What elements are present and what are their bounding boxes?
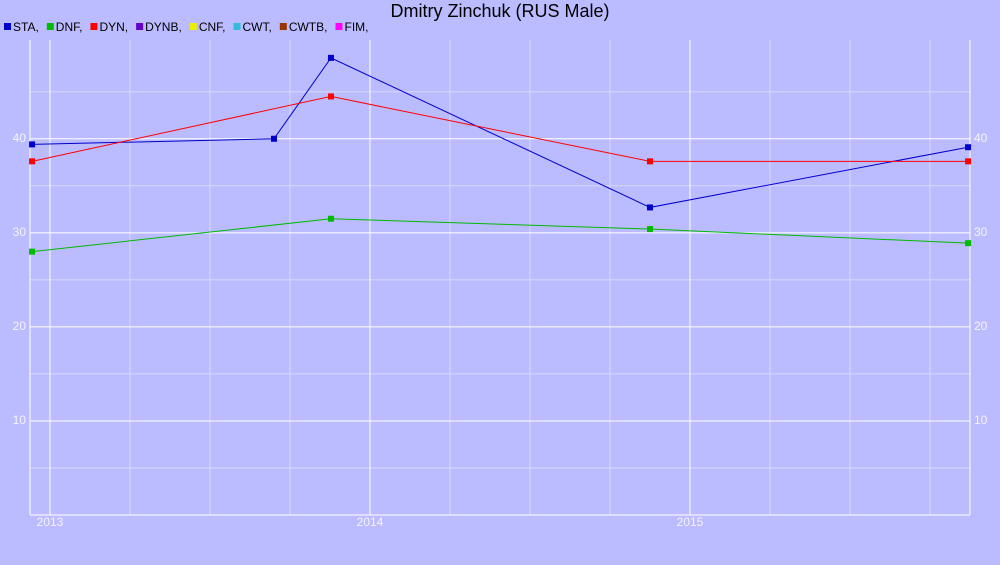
legend-label: FIM,	[344, 20, 368, 34]
data-point	[29, 158, 36, 165]
legend-label: DYN,	[99, 20, 128, 34]
legend-swatch	[46, 23, 54, 30]
data-point	[327, 93, 334, 100]
data-point	[29, 141, 36, 148]
legend-label: DYNB,	[145, 20, 182, 34]
legend-swatch	[279, 23, 287, 30]
series-line	[32, 57, 969, 208]
y2-tick-label: 40	[974, 131, 988, 145]
y-tick-label: 10	[13, 413, 27, 427]
y2-tick-label: 30	[974, 225, 988, 239]
legend-label: CWTB,	[289, 20, 328, 34]
data-point	[965, 158, 972, 165]
y2-tick-label: 20	[974, 319, 988, 333]
data-point	[647, 158, 653, 165]
legend-label: DNF,	[56, 20, 83, 34]
series-line	[32, 218, 969, 253]
legend-label: CWT,	[242, 20, 271, 34]
legend-swatch	[4, 23, 11, 30]
data-point	[29, 248, 36, 255]
data-point	[647, 226, 653, 233]
x-tick-label: 2013	[37, 515, 64, 529]
y2-tick-label: 10	[974, 413, 988, 427]
data-point	[327, 215, 334, 222]
data-point	[965, 144, 972, 151]
x-tick-label: 2015	[677, 515, 704, 529]
x-tick-label: 2014	[357, 515, 384, 529]
chart-title: Dmitry Zinchuk (RUS Male)	[390, 1, 609, 21]
legend-label: CNF,	[199, 20, 226, 34]
series-line	[31, 95, 969, 162]
legend-swatch	[189, 23, 197, 30]
data-point	[965, 240, 972, 247]
legend-swatch	[136, 23, 144, 30]
legend-swatch	[335, 23, 343, 30]
y-tick-label: 20	[13, 319, 27, 333]
y-tick-label: 30	[13, 225, 27, 239]
data-point	[271, 135, 277, 142]
data-point	[327, 54, 334, 61]
legend-swatch	[233, 23, 241, 30]
y-tick-label: 40	[13, 131, 27, 145]
legend-label: STA,	[13, 20, 39, 34]
data-point	[647, 204, 653, 211]
legend-swatch	[90, 23, 98, 30]
